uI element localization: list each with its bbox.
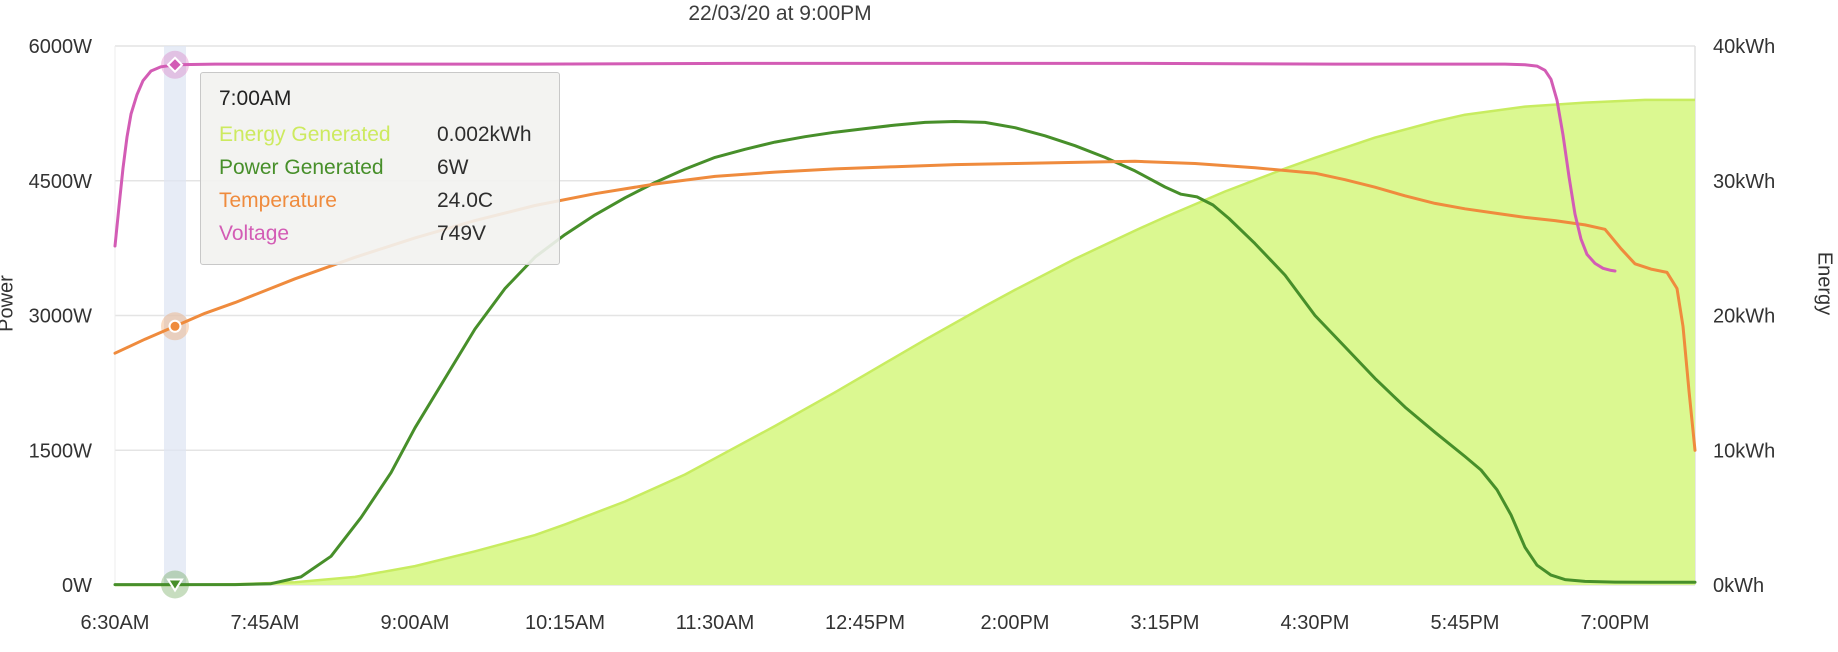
x-axis-tick: 7:00PM [1581,612,1650,634]
tooltip-label-energy: Energy Generated [219,123,391,146]
tooltip-row-temperature: Temperature 24.0C [219,184,541,217]
tooltip-label-power: Power Generated [219,156,384,179]
x-axis-tick: 4:30PM [1281,612,1350,634]
series-line-power-generated [113,120,1697,587]
chart-title: 22/03/20 at 9:00PM [688,2,872,25]
marker-diamond-icon [166,56,184,74]
right-axis-tick: 10kWh [1713,440,1775,462]
x-axis-tick: 7:45AM [231,612,300,634]
tooltip-row-power: Power Generated 6W [219,151,541,184]
left-axis-tick: 3000W [29,306,92,328]
marker-circle-icon [168,319,182,333]
chart-tooltip: 7:00AM Energy Generated 0.002kWh Power G… [200,72,560,265]
left-axis-tick: 6000W [29,36,92,58]
tooltip-value-power: 6W [437,156,469,179]
series-line-energy-generated [115,98,1695,587]
tooltip-label-temperature: Temperature [219,189,337,212]
tooltip-label-voltage: Voltage [219,222,290,245]
left-axis-tick: 0W [62,575,92,597]
x-axis-tick: 5:45PM [1431,612,1500,634]
tooltip-value-voltage: 749V [437,222,487,245]
left-axis-tick: 4500W [29,171,92,193]
x-axis-tick: 9:00AM [381,612,450,634]
series-area-energy-generated [115,99,1695,586]
tooltip-time: 7:00AM [219,87,292,110]
right-axis-tick: 0kWh [1713,575,1764,597]
marker-triangle-icon [166,578,184,593]
x-axis-tick: 6:30AM [81,612,150,634]
x-axis-tick: 2:00PM [981,612,1050,634]
tooltip-value-energy: 0.002kWh [437,123,532,146]
x-axis-tick: 3:15PM [1131,612,1200,634]
x-axis-tick: 12:45PM [825,612,905,634]
right-axis-tick: 40kWh [1713,36,1775,58]
right-axis-tick: 20kWh [1713,306,1775,328]
right-axis-tick: 30kWh [1713,171,1775,193]
tooltip-row-energy: Energy Generated 0.002kWh [219,118,541,151]
series-line-voltage [113,61,1617,273]
tooltip-value-temperature: 24.0C [437,189,494,212]
x-axis-tick: 10:15AM [525,612,605,634]
hover-band [164,46,186,585]
x-axis-tick: 11:30AM [676,612,755,634]
left-axis-tick: 1500W [29,440,92,462]
tooltip-row-voltage: Voltage 749V [219,217,541,250]
